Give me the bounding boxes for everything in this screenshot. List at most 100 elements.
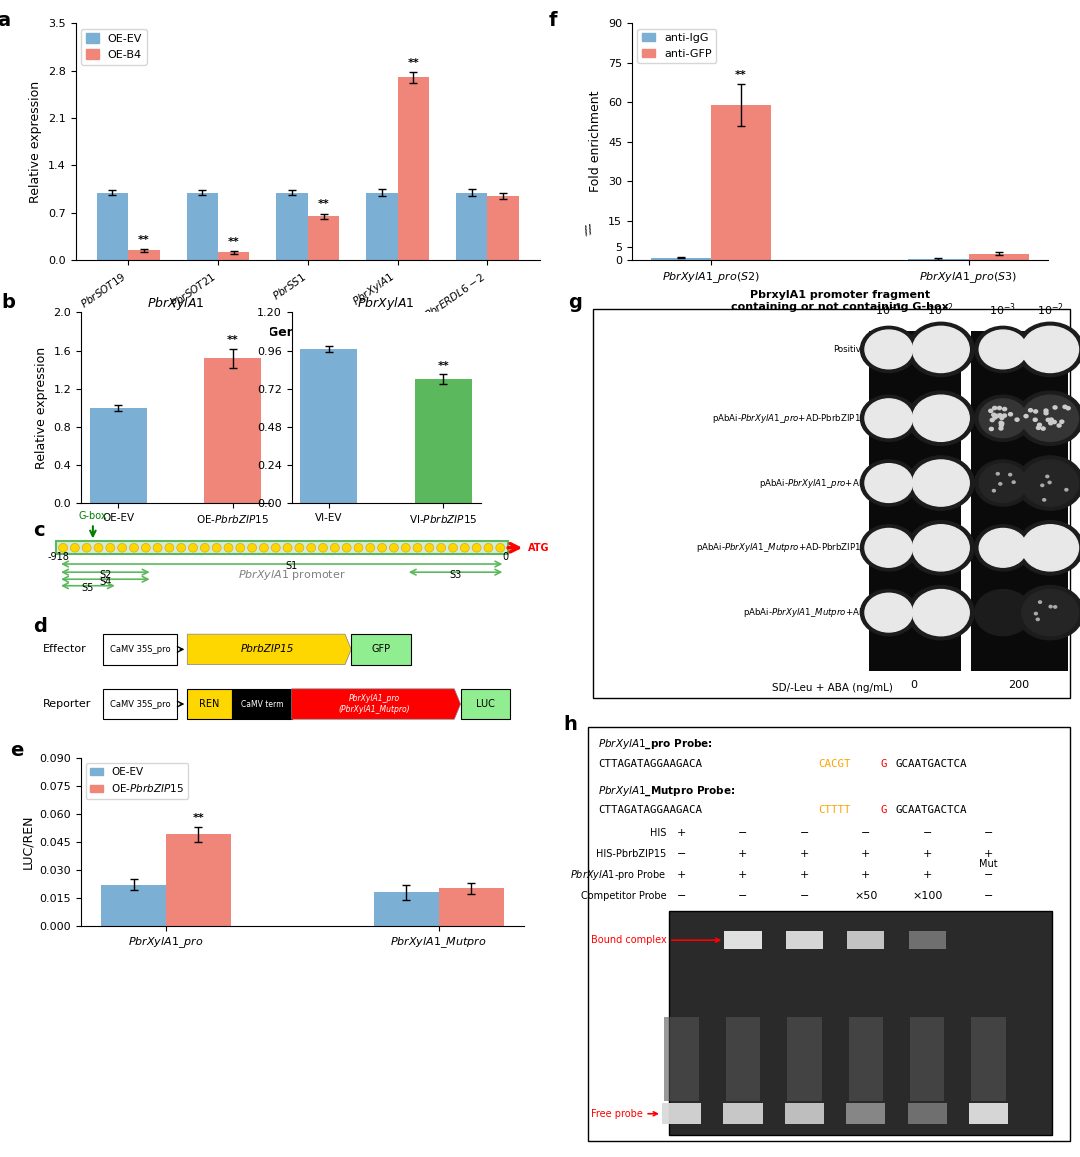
Bar — [869, 331, 961, 671]
Circle shape — [1041, 427, 1045, 430]
Text: GCAATGACTCA: GCAATGACTCA — [895, 805, 967, 816]
Text: Bound complex: Bound complex — [591, 935, 719, 945]
Bar — [711, 105, 771, 260]
Text: G: G — [880, 805, 887, 816]
Circle shape — [1053, 406, 1057, 410]
Circle shape — [1052, 420, 1056, 423]
Ellipse shape — [496, 544, 504, 552]
Ellipse shape — [354, 544, 363, 552]
Ellipse shape — [378, 544, 387, 552]
Circle shape — [865, 464, 913, 502]
Text: −: − — [677, 891, 686, 901]
Circle shape — [991, 413, 996, 417]
Circle shape — [907, 585, 974, 640]
Text: PbrXylA1_pro
(PbrXylA1_Mutpro): PbrXylA1_pro (PbrXylA1_Mutpro) — [339, 694, 410, 714]
Ellipse shape — [330, 544, 339, 552]
Circle shape — [1042, 499, 1045, 501]
Circle shape — [1054, 606, 1056, 609]
Ellipse shape — [165, 544, 174, 552]
Bar — [308, 216, 339, 260]
Bar — [907, 1104, 947, 1125]
Text: f: f — [549, 12, 557, 30]
Circle shape — [861, 525, 917, 570]
Circle shape — [861, 396, 917, 441]
Ellipse shape — [58, 544, 68, 552]
Text: CaMV 35S_pro: CaMV 35S_pro — [110, 644, 171, 654]
Ellipse shape — [235, 544, 245, 552]
Ellipse shape — [177, 544, 186, 552]
Text: REN: REN — [200, 699, 220, 709]
Circle shape — [907, 323, 974, 376]
Circle shape — [1038, 423, 1041, 427]
Bar — [103, 634, 177, 664]
Ellipse shape — [448, 544, 458, 552]
Text: CTTAGATAGGAAGACA: CTTAGATAGGAAGACA — [598, 759, 702, 769]
Text: d: d — [33, 617, 48, 635]
Circle shape — [865, 330, 913, 369]
Text: +: + — [984, 849, 994, 858]
Bar — [129, 250, 160, 260]
Circle shape — [989, 410, 993, 412]
Bar — [670, 911, 1053, 1135]
Text: S1: S1 — [285, 561, 298, 572]
Bar — [56, 541, 508, 554]
Ellipse shape — [259, 544, 269, 552]
Text: **: ** — [407, 58, 419, 68]
Ellipse shape — [424, 544, 434, 552]
Ellipse shape — [390, 544, 399, 552]
Circle shape — [1047, 419, 1050, 421]
Text: ×100: ×100 — [912, 891, 943, 901]
Text: G: G — [880, 759, 887, 769]
Circle shape — [1022, 525, 1079, 570]
Text: −: − — [799, 891, 809, 901]
Circle shape — [989, 427, 994, 430]
Text: **: ** — [735, 69, 746, 80]
Bar — [102, 885, 166, 926]
Circle shape — [913, 525, 969, 570]
Text: c: c — [33, 521, 45, 539]
Circle shape — [999, 482, 1002, 485]
Circle shape — [980, 464, 1027, 502]
Bar — [204, 359, 261, 503]
Circle shape — [999, 423, 1003, 427]
Circle shape — [1059, 420, 1064, 423]
Ellipse shape — [106, 544, 114, 552]
Circle shape — [974, 396, 1031, 441]
Bar — [908, 931, 946, 949]
Circle shape — [1017, 585, 1080, 640]
Legend: anti-IgG, anti-GFP: anti-IgG, anti-GFP — [637, 29, 716, 64]
Text: GCAATGACTCA: GCAATGACTCA — [895, 759, 967, 769]
Text: −: − — [739, 828, 747, 838]
Text: g: g — [568, 293, 582, 311]
Text: **: ** — [227, 334, 239, 345]
Text: GFP: GFP — [372, 644, 391, 655]
Ellipse shape — [94, 544, 103, 552]
Ellipse shape — [271, 544, 280, 552]
Circle shape — [907, 521, 974, 575]
Text: +: + — [799, 849, 809, 858]
Circle shape — [907, 456, 974, 510]
Circle shape — [1044, 412, 1048, 414]
Bar — [847, 931, 885, 949]
Bar — [910, 1017, 944, 1101]
Text: G-box: G-box — [79, 510, 107, 521]
Text: 200: 200 — [1009, 679, 1029, 690]
Circle shape — [996, 472, 999, 476]
Text: +: + — [799, 870, 809, 880]
Circle shape — [996, 414, 999, 418]
Text: $10^{-3}$: $10^{-3}$ — [989, 302, 1016, 318]
Text: b: b — [2, 293, 15, 312]
Legend: OE-EV, OE-B4: OE-EV, OE-B4 — [81, 29, 147, 65]
Polygon shape — [292, 688, 460, 720]
Y-axis label: LUC/REN: LUC/REN — [21, 815, 33, 869]
Text: e: e — [10, 742, 24, 760]
Text: −: − — [984, 828, 994, 838]
Bar — [90, 407, 147, 503]
Text: −: − — [739, 891, 747, 901]
Ellipse shape — [295, 544, 303, 552]
Circle shape — [1035, 612, 1038, 614]
Text: 0: 0 — [502, 552, 509, 561]
Text: CaMV term: CaMV term — [241, 700, 283, 708]
Circle shape — [865, 594, 913, 632]
Ellipse shape — [247, 544, 257, 552]
